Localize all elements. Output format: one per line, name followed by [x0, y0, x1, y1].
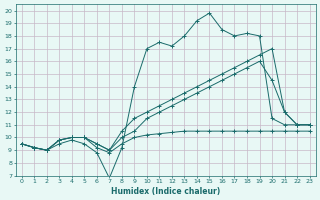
X-axis label: Humidex (Indice chaleur): Humidex (Indice chaleur) — [111, 187, 220, 196]
